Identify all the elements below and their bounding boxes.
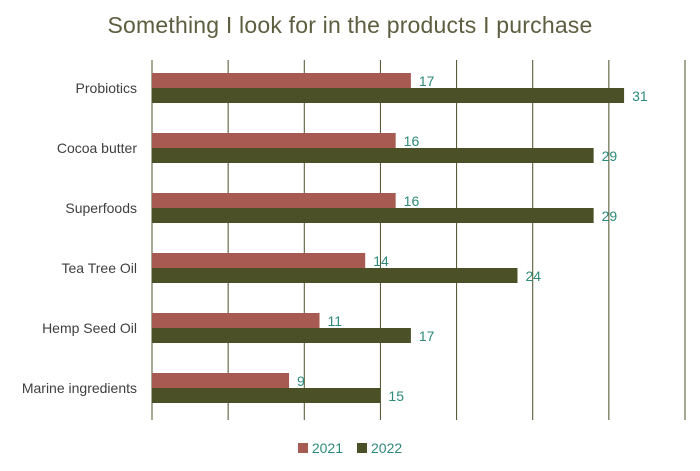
bar-2021 (152, 73, 411, 88)
value-label-2022: 24 (525, 268, 541, 284)
bar-2022 (152, 148, 594, 163)
bar-2021 (152, 313, 320, 328)
value-label-2021: 16 (404, 193, 420, 209)
legend-swatch-2022 (357, 443, 367, 453)
category-label: Hemp Seed Oil (42, 320, 137, 336)
value-label-2022: 15 (388, 388, 404, 404)
value-label-2021: 9 (297, 373, 305, 389)
value-label-2022: 31 (632, 88, 648, 104)
category-label: Marine ingredients (22, 380, 137, 396)
value-label-2021: 11 (328, 313, 343, 329)
bar-2022 (152, 328, 411, 343)
value-label-2022: 29 (602, 208, 618, 224)
bar-2021 (152, 193, 396, 208)
category-label: Tea Tree Oil (62, 260, 137, 276)
category-label: Superfoods (65, 200, 137, 216)
bar-2021 (152, 253, 366, 268)
bar-2022 (152, 268, 518, 283)
legend-item-2022: 2022 (357, 440, 402, 456)
chart-title: Something I look for in the products I p… (107, 12, 593, 38)
legend-item-2021: 2021 (297, 440, 343, 456)
legend: 2021 2022 (0, 440, 700, 456)
category-label: Cocoa butter (57, 140, 137, 156)
bar-2022 (152, 388, 381, 403)
value-label-2021: 14 (373, 253, 389, 269)
category-label: Probiotics (76, 80, 137, 96)
value-label-2021: 17 (419, 73, 435, 89)
bar-2021 (152, 373, 290, 388)
value-label-2022: 29 (602, 148, 618, 164)
legend-label-2021: 2021 (311, 440, 343, 456)
bar-2022 (152, 88, 625, 103)
bar-2022 (152, 208, 594, 223)
bar-2021 (152, 133, 396, 148)
legend-swatch-2021 (297, 443, 308, 453)
value-label-2022: 17 (419, 328, 435, 344)
legend-label-2022: 2022 (371, 440, 403, 456)
value-label-2021: 16 (404, 133, 420, 149)
